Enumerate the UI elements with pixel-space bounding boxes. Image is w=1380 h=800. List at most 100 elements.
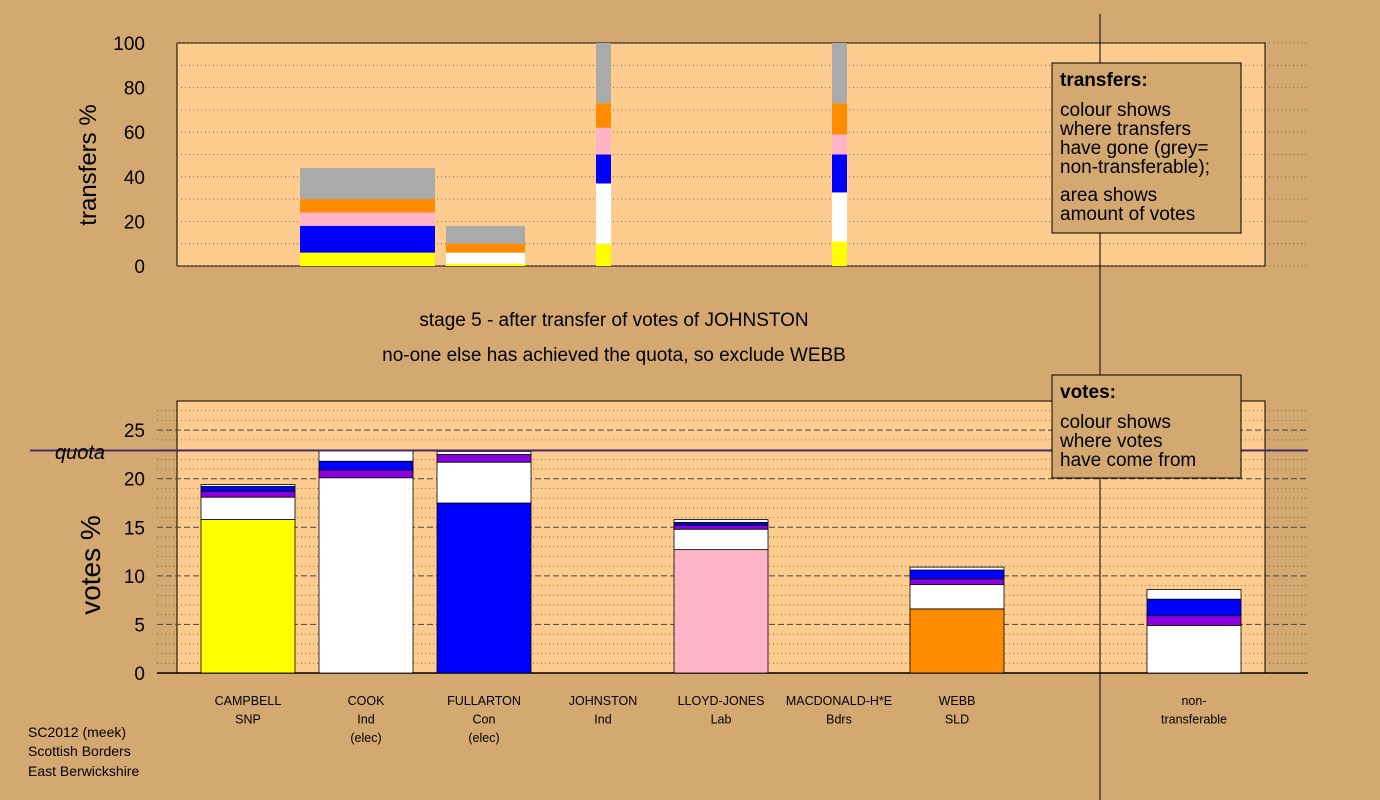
candidate-label: Ind <box>357 713 374 727</box>
transfer-segment <box>446 243 525 253</box>
transfer-segment <box>832 43 847 104</box>
stage-description: stage 5 - after transfer of votes of JOH… <box>419 310 808 331</box>
candidate-label: Ind <box>594 713 611 727</box>
vote-segment <box>909 608 1005 674</box>
transfer-segment <box>300 199 435 213</box>
candidate-label: Lab <box>711 713 732 727</box>
votes-legend-line: have come from <box>1060 450 1196 471</box>
vote-segment <box>673 528 769 551</box>
candidate-label: non- <box>1181 694 1206 708</box>
stage-decision: no-one else has achieved the quota, so e… <box>382 345 846 366</box>
candidate-label: Bdrs <box>826 713 852 727</box>
candidate-label: transferable <box>1161 713 1227 727</box>
transfer-segment <box>300 252 435 266</box>
votes-y-tick-label: 25 <box>124 421 145 442</box>
vote-segment <box>200 519 296 674</box>
candidate-label: FULLARTON <box>447 694 521 708</box>
footer-ward: East Berwickshire <box>28 763 139 779</box>
vote-segment <box>200 486 296 492</box>
transfer-segment <box>832 154 847 193</box>
vote-segment <box>200 490 296 498</box>
vote-segment <box>909 584 1005 610</box>
transfers-bars <box>300 43 847 266</box>
vote-segment <box>673 549 769 674</box>
vote-segment <box>436 454 532 463</box>
vote-segment <box>1146 589 1242 600</box>
transfer-segment <box>832 241 847 266</box>
transfers-y-tick-label: 20 <box>124 212 145 233</box>
transfer-segment <box>596 103 611 128</box>
candidate-label: (elec) <box>468 731 499 745</box>
transfers-legend: transfers: colour shows where transfers … <box>1051 62 1242 234</box>
candidate-label: COOK <box>348 694 385 708</box>
transfer-segment <box>300 167 435 200</box>
vote-segment <box>200 496 296 520</box>
candidate-label: SLD <box>945 713 969 727</box>
votes-y-axis-label: votes % <box>75 515 106 615</box>
transfers-legend-line: non-transferable); <box>1060 157 1210 178</box>
vote-segment <box>200 484 296 487</box>
vote-segment <box>436 451 532 455</box>
transfers-y-tick-label: 0 <box>134 257 145 278</box>
vote-segment <box>673 522 769 526</box>
votes-y-tick-label: 15 <box>124 518 145 539</box>
votes-legend: votes: colour shows where votes have com… <box>1051 374 1242 479</box>
candidate-label: CAMPBELL <box>215 694 282 708</box>
vote-segment <box>909 578 1005 585</box>
transfers-y-axis: 0 20 40 60 80 100 <box>113 34 145 278</box>
votes-y-tick-label: 20 <box>124 470 145 491</box>
candidate-label: (elec) <box>350 731 381 745</box>
transfers-y-tick-label: 40 <box>124 168 145 189</box>
transfer-segment <box>446 263 525 266</box>
transfer-segment <box>446 225 525 244</box>
vote-segment <box>318 469 414 479</box>
vote-segment <box>318 460 414 471</box>
votes-bars <box>200 450 1242 674</box>
votes-y-tick-label: 0 <box>134 664 145 685</box>
vote-segment <box>1146 625 1242 674</box>
transfers-legend-line: area shows <box>1060 185 1157 206</box>
votes-legend-line: colour shows <box>1060 412 1171 433</box>
vote-segment <box>318 450 414 462</box>
transfers-y-axis-label: transfers % <box>75 104 102 225</box>
transfers-y-tick-label: 100 <box>113 34 145 55</box>
vote-segment <box>436 502 532 674</box>
transfer-segment <box>300 225 435 253</box>
transfers-legend-line: have gone (grey= <box>1060 138 1208 159</box>
vote-segment <box>436 461 532 504</box>
votes-y-axis: 0 5 10 15 20 25 <box>124 421 145 685</box>
transfer-segment <box>832 103 847 135</box>
votes-legend-title: votes: <box>1060 382 1116 403</box>
vote-segment <box>909 569 1005 580</box>
footer-council: Scottish Borders <box>28 743 131 759</box>
votes-y-tick-label: 5 <box>134 615 145 636</box>
vote-segment <box>1146 598 1242 617</box>
quota-label: quota <box>55 442 105 464</box>
transfers-y-tick-label: 60 <box>124 123 145 144</box>
candidate-label: MACDONALD-H*E <box>786 694 892 708</box>
transfer-segment <box>596 243 611 266</box>
transfer-segment <box>832 192 847 242</box>
vote-segment <box>673 519 769 523</box>
candidate-label: LLOYD-JONES <box>678 694 765 708</box>
footer-election: SC2012 (meek) <box>28 724 126 740</box>
candidate-label: Con <box>473 713 496 727</box>
votes-legend-line: where votes <box>1059 431 1162 452</box>
vote-segment <box>673 524 769 530</box>
transfers-legend-title: transfers: <box>1060 70 1148 91</box>
transfers-legend-line: amount of votes <box>1060 204 1195 225</box>
candidate-label: SNP <box>235 713 261 727</box>
votes-y-tick-label: 10 <box>124 567 145 588</box>
candidate-label: JOHNSTON <box>569 694 638 708</box>
transfer-segment <box>446 252 525 264</box>
votes-x-axis: CAMPBELL SNP COOK Ind (elec) FULLARTON Con (ele… <box>215 694 1227 745</box>
transfers-y-tick-label: 80 <box>124 79 145 100</box>
transfer-segment <box>596 43 611 104</box>
candidate-label: WEBB <box>939 694 976 708</box>
transfer-segment <box>596 127 611 155</box>
vote-segment <box>909 566 1005 571</box>
transfer-segment <box>832 134 847 155</box>
transfer-segment <box>596 183 611 244</box>
transfers-legend-line: colour shows <box>1060 100 1171 121</box>
